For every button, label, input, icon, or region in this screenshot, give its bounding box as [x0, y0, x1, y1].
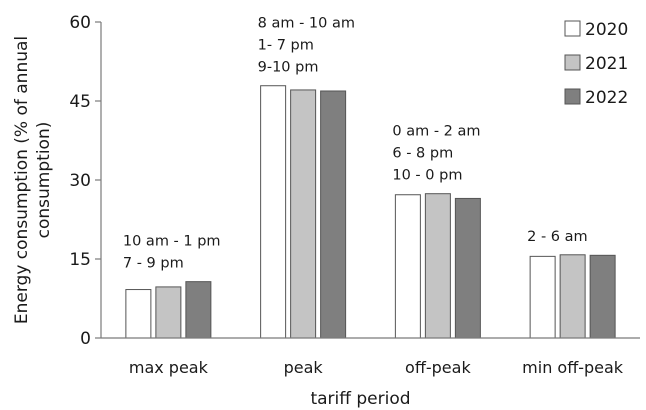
- bar-2022-max-peak: [185, 281, 212, 339]
- annotation-text: 7 - 9 pm: [123, 256, 184, 272]
- bar-2021-off-peak: [424, 193, 451, 339]
- x-axis-categories: max peak peak off-peak min off-peak: [129, 358, 624, 377]
- legend-swatch-2022: [564, 88, 581, 105]
- x-category-label: off-peak: [405, 358, 471, 377]
- legend: 2020 2021 2022: [564, 20, 628, 108]
- legend-label: 2020: [585, 20, 628, 40]
- y-tick-label: 60: [69, 13, 91, 33]
- y-tick-label: 0: [80, 329, 91, 349]
- annotation-text: 9-10 pm: [258, 60, 319, 76]
- y-axis-title: Energy consumption (% of annual consumpti…: [12, 36, 54, 324]
- bar-2021-min-off-peak: [559, 254, 586, 339]
- legend-swatch-2021: [564, 54, 581, 71]
- bar-2020-max-peak: [125, 289, 152, 339]
- legend-swatch-2020: [564, 20, 581, 37]
- bar-2021-max-peak: [155, 286, 182, 339]
- x-axis-title: tariff period: [310, 389, 410, 409]
- x-category-label: max peak: [129, 358, 209, 377]
- bar-2022-min-off-peak: [589, 254, 616, 339]
- y-axis-title-line: consumption): [34, 122, 54, 239]
- annotation-text: 10 - 0 pm: [392, 168, 462, 184]
- x-category-label: peak: [284, 358, 324, 377]
- legend-label: 2021: [585, 54, 628, 74]
- bar-2021-peak: [290, 89, 317, 339]
- bar-2022-off-peak: [454, 197, 481, 339]
- y-axis-title-text: Energy consumption (% of annual consumpti…: [12, 36, 54, 324]
- annotation-text: 6 - 8 pm: [392, 146, 453, 162]
- bar-2020-off-peak: [394, 194, 421, 339]
- y-tick-label: 15: [69, 250, 91, 270]
- bar-2022-peak: [320, 90, 347, 339]
- bar-2020-peak: [260, 85, 287, 339]
- bars: [125, 85, 616, 339]
- x-category-label: min off-peak: [522, 358, 624, 377]
- annotations: 10 am - 1 pm 7 - 9 pm 8 am - 10 am 1- 7 pm 9…: [123, 16, 588, 272]
- annotation-text: 2 - 6 am: [527, 229, 588, 245]
- bar-2020-min-off-peak: [529, 255, 556, 339]
- annotation-text: 1- 7 pm: [258, 38, 314, 54]
- legend-label: 2022: [585, 88, 628, 108]
- annotation-text: 0 am - 2 am: [392, 124, 480, 140]
- y-tick-label: 30: [69, 171, 91, 191]
- annotation-text: 8 am - 10 am: [258, 16, 355, 32]
- y-tick-label: 45: [69, 92, 91, 112]
- annotation-text: 10 am - 1 pm: [123, 234, 221, 250]
- y-axis-ticks: 0 15 30 45 60: [69, 13, 101, 349]
- y-axis-title-line: Energy consumption (% of annual: [12, 36, 32, 324]
